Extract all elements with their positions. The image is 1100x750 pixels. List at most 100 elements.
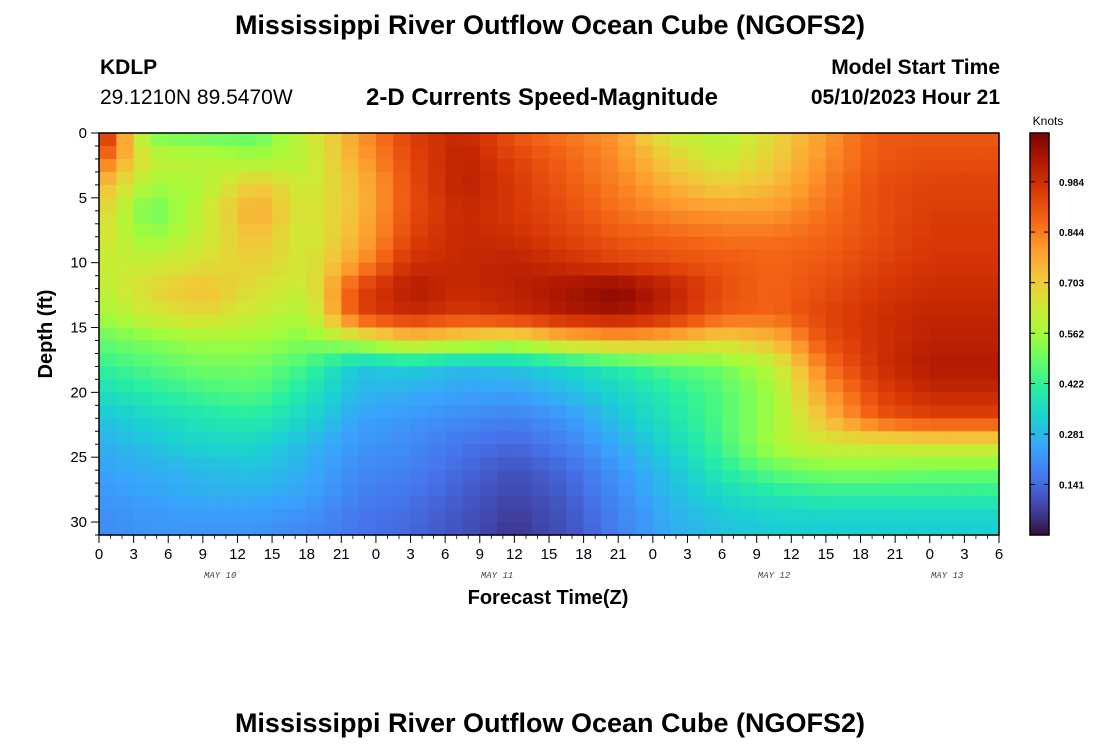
- heatmap-cell: [964, 444, 983, 458]
- heatmap-cell: [549, 288, 567, 303]
- heatmap-cell: [912, 275, 931, 290]
- heatmap-cell: [375, 197, 394, 212]
- heatmap-cell: [531, 236, 550, 251]
- heatmap-cell: [497, 340, 515, 355]
- heatmap-cell: [324, 353, 342, 368]
- heatmap-cell: [860, 405, 879, 419]
- heatmap-cell: [583, 353, 602, 368]
- heatmap-cell: [150, 340, 169, 355]
- heatmap-cell: [306, 496, 325, 510]
- heatmap-cell: [427, 133, 446, 147]
- heatmap-cell: [202, 301, 221, 316]
- heatmap-cell: [583, 366, 602, 380]
- heatmap-cell: [514, 133, 533, 147]
- heatmap-cell: [929, 301, 948, 316]
- heatmap-cell: [704, 184, 723, 199]
- heatmap-cell: [358, 184, 377, 199]
- heatmap-cell: [981, 496, 1000, 510]
- heatmap-cell: [462, 470, 481, 484]
- heatmap-cell: [514, 197, 533, 212]
- heatmap-cell: [341, 496, 360, 510]
- heatmap-cell: [929, 223, 948, 238]
- heatmap-cell: [774, 301, 792, 316]
- heatmap-cell: [929, 210, 948, 225]
- heatmap-cell: [877, 223, 896, 238]
- heatmap-cell: [860, 470, 879, 484]
- heatmap-cell: [877, 327, 896, 342]
- heatmap-cell: [722, 379, 740, 393]
- y-tick-label: 25: [70, 449, 87, 466]
- heatmap-cell: [445, 496, 464, 510]
- heatmap-cell: [774, 379, 792, 393]
- heatmap-cell: [929, 353, 948, 368]
- heatmap-cell: [306, 249, 325, 264]
- heatmap-cell: [981, 288, 1000, 303]
- heatmap-cell: [99, 262, 117, 277]
- heatmap-cell: [220, 470, 239, 484]
- heatmap-cell: [791, 223, 810, 238]
- heatmap-cell: [600, 158, 619, 173]
- heatmap-cell: [306, 366, 325, 380]
- heatmap-cell: [687, 405, 706, 419]
- heatmap-cell: [895, 418, 914, 432]
- heatmap-cell: [549, 197, 567, 212]
- heatmap-cell: [618, 133, 637, 147]
- heatmap-cell: [756, 327, 775, 342]
- heatmap-cell: [739, 223, 758, 238]
- x-tick-label: 6: [995, 546, 1003, 563]
- heatmap-cell: [289, 301, 308, 316]
- heatmap-cell: [410, 314, 429, 329]
- heatmap-cell: [687, 145, 706, 160]
- heatmap-cell: [202, 496, 221, 510]
- heatmap-cell: [306, 431, 325, 445]
- heatmap-cell: [704, 275, 723, 290]
- heatmap-cell: [289, 197, 308, 212]
- heatmap-cell: [202, 184, 221, 199]
- heatmap-cell: [774, 171, 792, 186]
- heatmap-cell: [635, 236, 654, 251]
- heatmap-cell: [566, 418, 585, 432]
- heatmap-cell: [133, 249, 152, 264]
- heatmap-cell: [445, 431, 464, 445]
- heatmap-cell: [497, 145, 515, 160]
- heatmap-cell: [566, 431, 585, 445]
- model-start-time: 05/10/2023 Hour 21: [810, 86, 1000, 109]
- heatmap-cell: [860, 366, 879, 380]
- heatmap-cell: [479, 288, 498, 303]
- heatmap-cell: [739, 249, 758, 264]
- heatmap-cell: [843, 470, 862, 484]
- heatmap-cell: [116, 158, 135, 173]
- heatmap-cell: [341, 353, 360, 368]
- heatmap-cell: [358, 210, 377, 225]
- heatmap-cell: [497, 470, 515, 484]
- heatmap-cell: [860, 457, 879, 471]
- heatmap-cell: [929, 483, 948, 497]
- heatmap-cell: [583, 275, 602, 290]
- heatmap-cell: [185, 457, 204, 471]
- heatmap-cell: [895, 470, 914, 484]
- heatmap-cell: [704, 197, 723, 212]
- heatmap-cell: [116, 249, 135, 264]
- heatmap-cell: [514, 262, 533, 277]
- heatmap-cell: [289, 249, 308, 264]
- heatmap-cell: [756, 314, 775, 329]
- heatmap-cells: [99, 133, 1000, 536]
- heatmap-cell: [133, 197, 152, 212]
- heatmap-cell: [272, 340, 290, 355]
- heatmap-cell: [254, 522, 273, 536]
- heatmap-cell: [99, 171, 117, 186]
- heatmap-cell: [981, 431, 1000, 445]
- heatmap-cell: [756, 379, 775, 393]
- heatmap-cell: [116, 340, 135, 355]
- heatmap-cell: [843, 418, 862, 432]
- heatmap-cell: [981, 379, 1000, 393]
- heatmap-cell: [808, 470, 827, 484]
- heatmap-cell: [722, 314, 740, 329]
- heatmap-cell: [929, 418, 948, 432]
- heatmap-cell: [272, 133, 290, 147]
- heatmap-cell: [393, 353, 412, 368]
- heatmap-cell: [912, 496, 931, 510]
- heatmap-cell: [895, 340, 914, 355]
- heatmap-cell: [514, 353, 533, 368]
- y-tick-label: 5: [79, 190, 87, 207]
